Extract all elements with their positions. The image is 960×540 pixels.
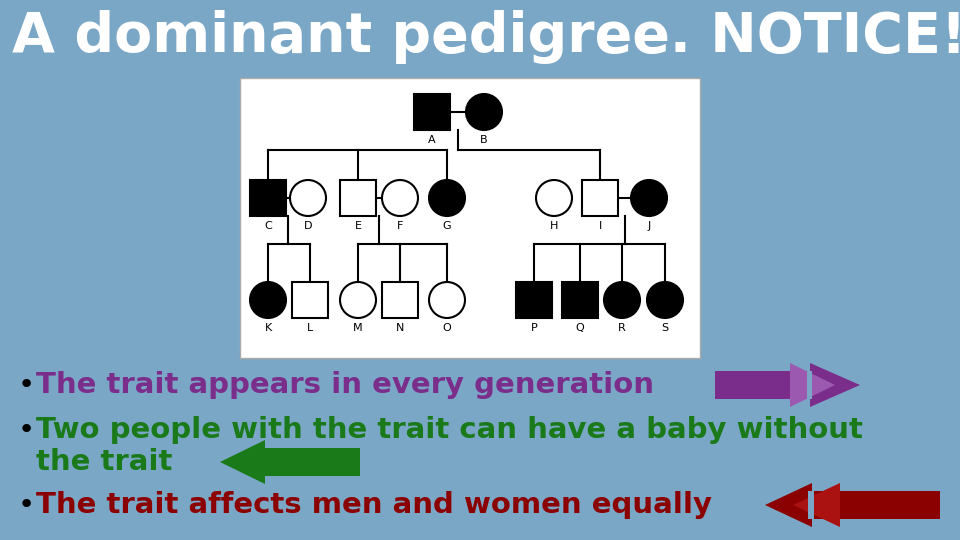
Polygon shape [220, 440, 265, 484]
Bar [382, 282, 418, 318]
Bar [340, 180, 376, 216]
Ellipse shape [647, 282, 683, 318]
Ellipse shape [382, 180, 418, 216]
Text: B: B [480, 135, 488, 145]
Polygon shape [793, 483, 840, 527]
Bar [808, 491, 814, 519]
Bar [582, 180, 618, 216]
Text: P: P [531, 323, 538, 333]
Ellipse shape [250, 282, 286, 318]
Bar [715, 371, 815, 399]
Bar [562, 282, 598, 318]
Bar [260, 448, 360, 476]
Text: O: O [443, 323, 451, 333]
Text: the trait: the trait [36, 448, 173, 476]
Text: K: K [264, 323, 272, 333]
Text: I: I [598, 221, 602, 231]
Bar [292, 282, 328, 318]
Bar [250, 180, 286, 216]
Ellipse shape [340, 282, 376, 318]
Ellipse shape [604, 282, 640, 318]
Text: R: R [618, 323, 626, 333]
Ellipse shape [536, 180, 572, 216]
Text: •: • [18, 416, 36, 444]
Bar [807, 371, 812, 399]
Text: N: N [396, 323, 404, 333]
Polygon shape [765, 483, 812, 527]
Text: E: E [354, 221, 362, 231]
Text: M: M [353, 323, 363, 333]
Text: A dominant pedigree. NOTICE!: A dominant pedigree. NOTICE! [12, 10, 960, 64]
Text: G: G [443, 221, 451, 231]
Text: F: F [396, 221, 403, 231]
Text: The trait affects men and women equally: The trait affects men and women equally [36, 491, 712, 519]
Text: Q: Q [576, 323, 585, 333]
Bar [805, 491, 940, 519]
Text: C: C [264, 221, 272, 231]
Text: H: H [550, 221, 558, 231]
Polygon shape [790, 363, 835, 407]
Text: A: A [428, 135, 436, 145]
Bar [516, 282, 552, 318]
Text: D: D [303, 221, 312, 231]
Text: Two people with the trait can have a baby without: Two people with the trait can have a bab… [36, 416, 863, 444]
Ellipse shape [290, 180, 326, 216]
Ellipse shape [429, 180, 465, 216]
Text: L: L [307, 323, 313, 333]
Polygon shape [810, 363, 860, 407]
Text: •: • [18, 491, 36, 519]
Bar [240, 78, 700, 358]
Ellipse shape [631, 180, 667, 216]
Text: J: J [647, 221, 651, 231]
Bar [414, 94, 450, 130]
Text: •: • [18, 371, 36, 399]
Text: The trait appears in every generation: The trait appears in every generation [36, 371, 654, 399]
Ellipse shape [429, 282, 465, 318]
Text: S: S [661, 323, 668, 333]
Ellipse shape [466, 94, 502, 130]
